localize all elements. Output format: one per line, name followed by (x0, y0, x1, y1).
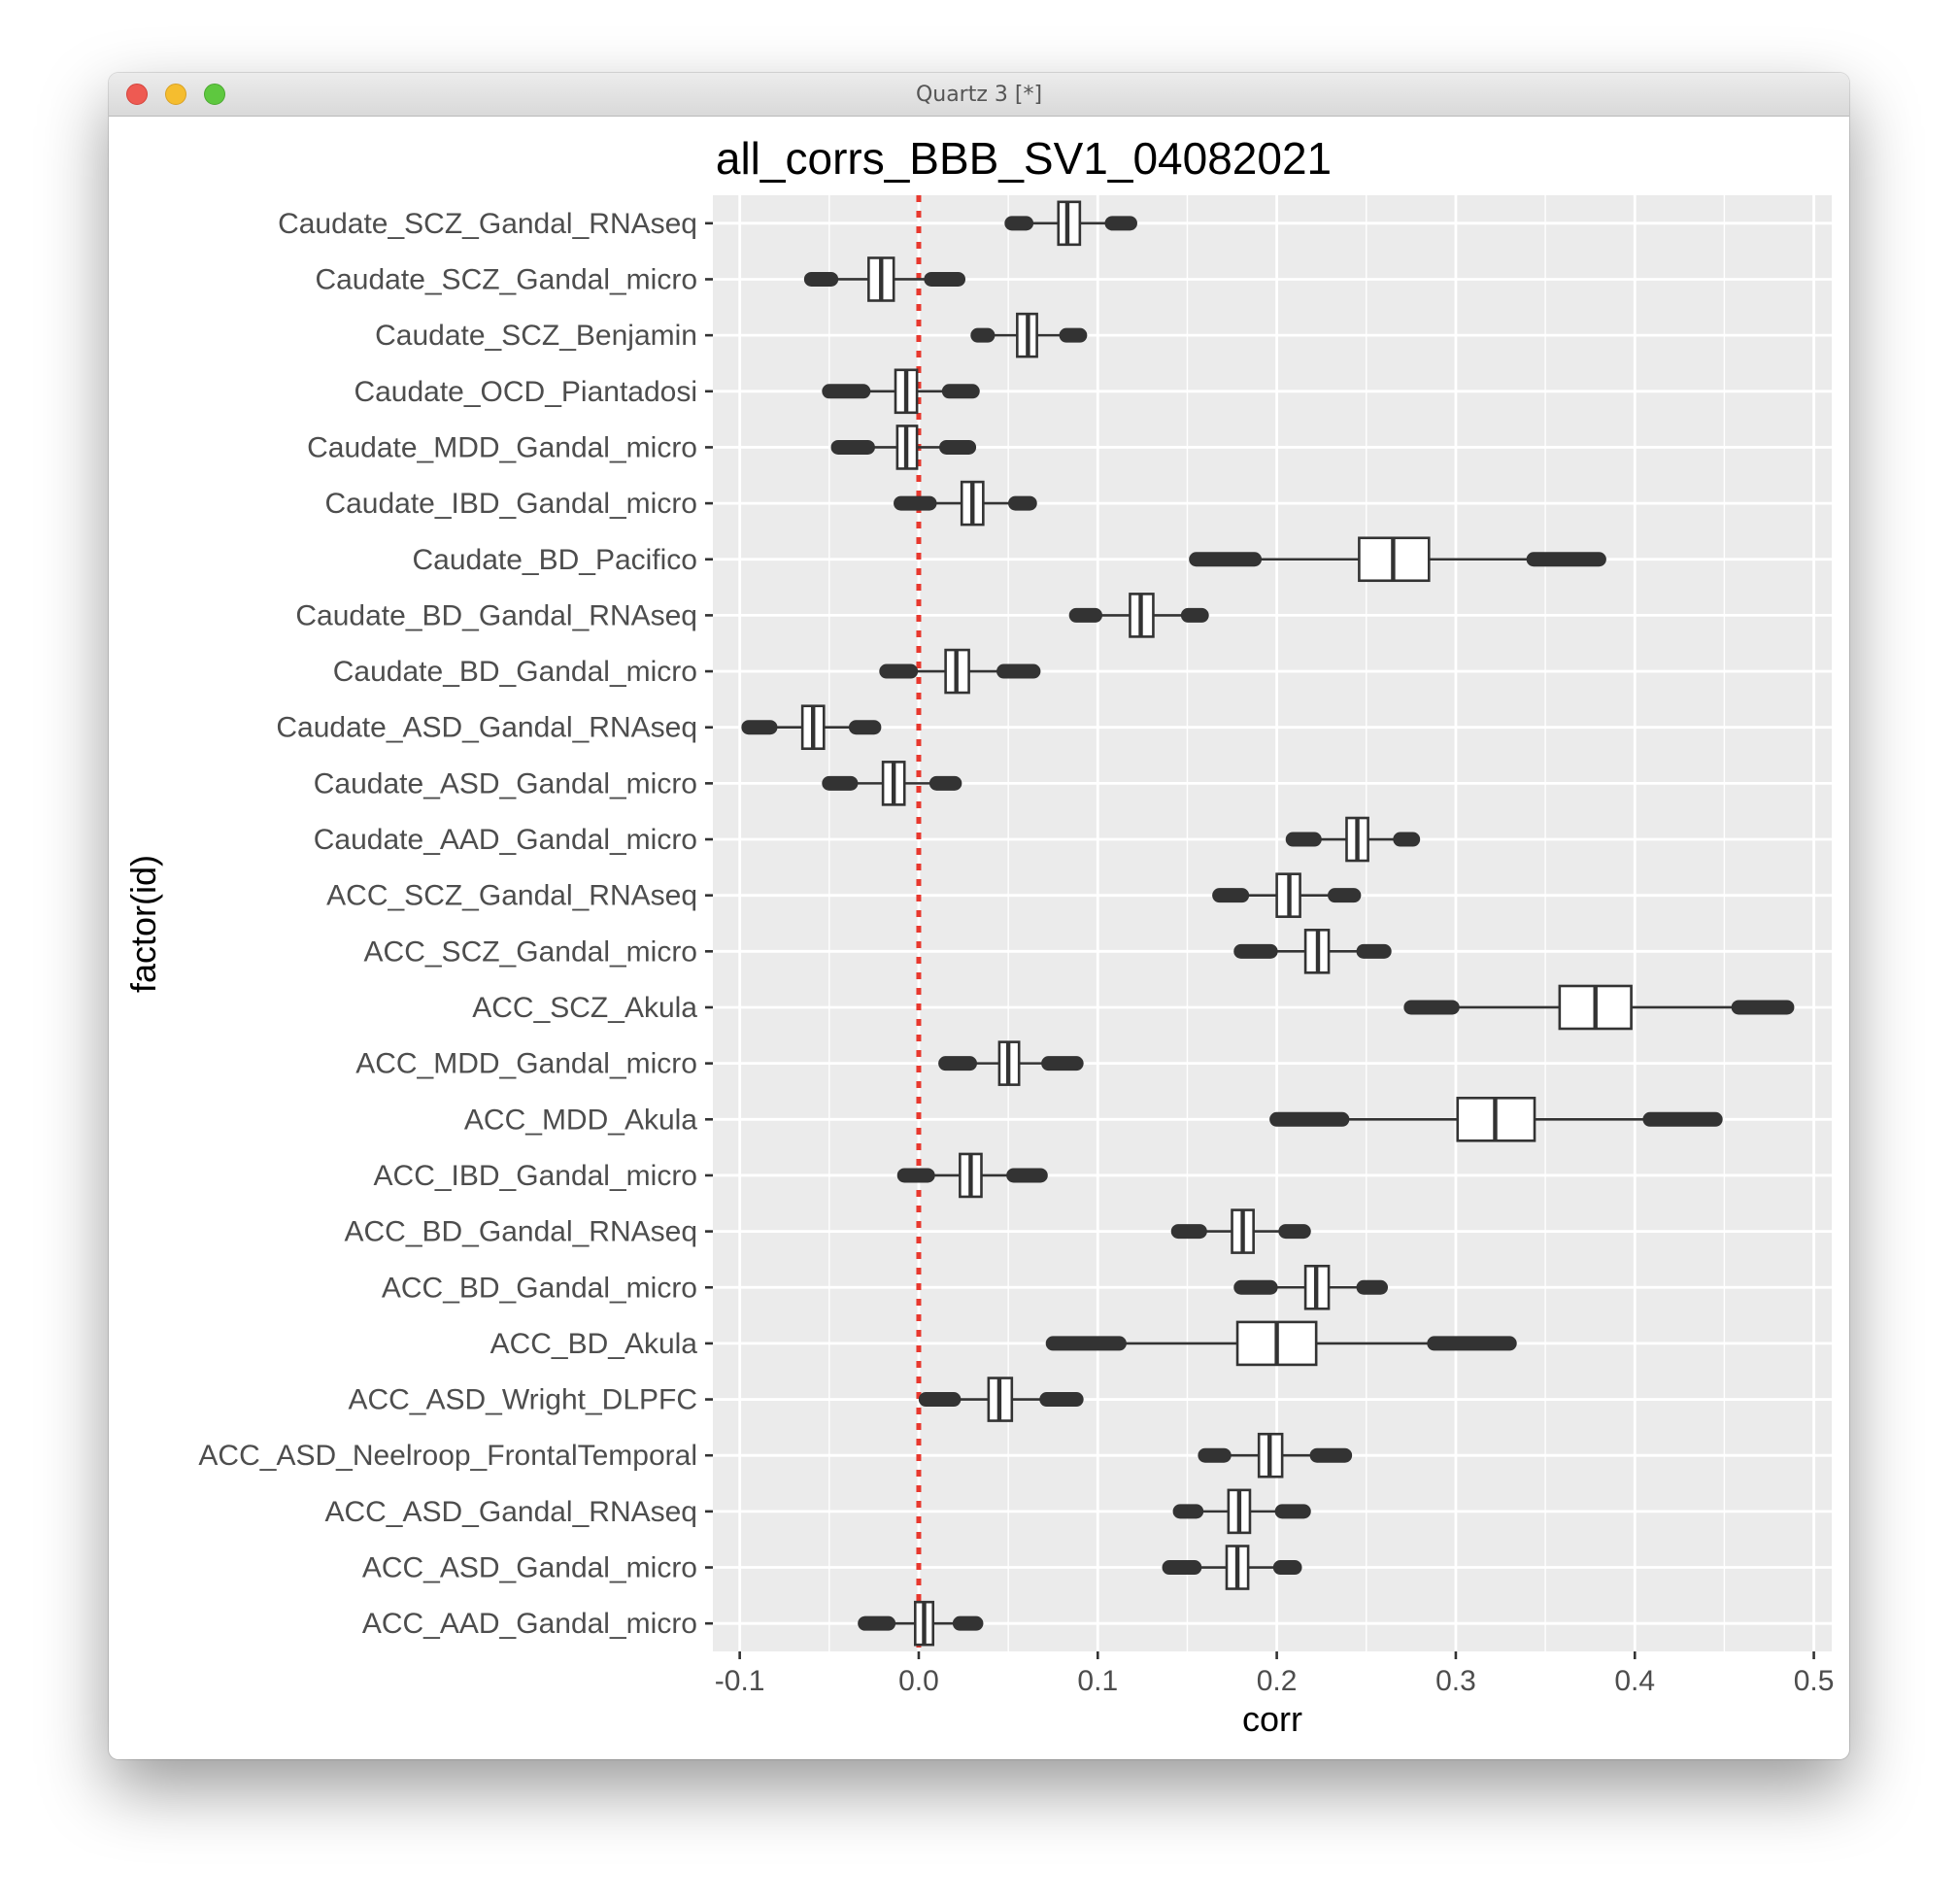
box-ACC_MDD_Gandal_micro (938, 1040, 1084, 1086)
y-tick-label: ACC_BD_Gandal_micro (382, 1272, 697, 1304)
boxes-group (741, 200, 1795, 1647)
x-tick-label: -0.1 (715, 1665, 765, 1697)
y-tick-label: Caudate_BD_Pacifico (412, 544, 697, 576)
box-ACC_IBD_Gandal_micro (896, 1152, 1048, 1199)
y-axis-title: factor(id) (123, 855, 163, 993)
y-tick-label: Caudate_SCZ_Benjamin (375, 320, 697, 352)
box-Caudate_AAD_Gandal_micro (1285, 816, 1421, 863)
window-title: Quartz 3 [*] (915, 83, 1043, 107)
box-ACC_ASD_Gandal_micro (1162, 1545, 1302, 1590)
box-ACC_SCZ_Akula (1403, 984, 1795, 1031)
box-ACC_BD_Gandal_micro (1233, 1264, 1389, 1310)
y-tick-label: Caudate_OCD_Piantadosi (354, 376, 697, 408)
box-Caudate_SCZ_Benjamin (970, 312, 1088, 358)
y-tick-label: ACC_BD_Akula (490, 1328, 698, 1360)
y-tick-label: ACC_IBD_Gandal_micro (374, 1160, 697, 1192)
box-Caudate_ASD_Gandal_RNAseq (741, 704, 882, 751)
x-axis: -0.1 0.0 0.1 0.2 0.3 0.4 0.5 (715, 1651, 1835, 1697)
box-Caudate_BD_Pacifico (1189, 536, 1606, 583)
box-Caudate_IBD_Gandal_micro (894, 480, 1037, 527)
y-tick-label: ACC_MDD_Gandal_micro (355, 1048, 697, 1080)
minimize-button[interactable] (165, 84, 186, 105)
y-tick-label: Caudate_IBD_Gandal_micro (324, 488, 697, 520)
box-Caudate_SCZ_Gandal_micro (803, 256, 966, 302)
y-tick-label: ACC_BD_Gandal_RNAseq (344, 1216, 697, 1248)
y-tick-label: ACC_SCZ_Gandal_micro (364, 935, 697, 968)
box-ACC_SCZ_Gandal_RNAseq (1212, 872, 1362, 918)
box-Caudate_MDD_Gandal_micro (830, 425, 977, 470)
window-titlebar: Quartz 3 [*] (109, 73, 1849, 117)
x-tick-label: 0.4 (1614, 1665, 1655, 1697)
box-ACC_ASD_Wright_DLPFC (918, 1377, 1084, 1422)
box-Caudate_BD_Gandal_micro (879, 648, 1041, 695)
y-tick-label: Caudate_AAD_Gandal_micro (314, 824, 697, 856)
y-tick-label: ACC_SCZ_Akula (472, 992, 697, 1024)
y-tick-label: Caudate_ASD_Gandal_micro (314, 767, 697, 799)
y-tick-label: Caudate_BD_Gandal_RNAseq (295, 599, 697, 631)
box-ACC_SCZ_Gandal_micro (1233, 929, 1392, 974)
box-ACC_BD_Akula (1045, 1320, 1517, 1367)
y-tick-label: ACC_AAD_Gandal_micro (362, 1608, 697, 1640)
x-tick-label: 0.3 (1435, 1665, 1476, 1697)
y-tick-label: Caudate_MDD_Gandal_micro (307, 431, 697, 463)
y-axis: Caudate_SCZ_Gandal_RNAseq Caudate_SCZ_Gan… (198, 208, 713, 1640)
x-tick-label: 0.5 (1794, 1665, 1835, 1697)
box-ACC_ASD_Neelroop_FrontalTemporal (1198, 1432, 1353, 1479)
y-tick-label: ACC_ASD_Gandal_RNAseq (324, 1496, 697, 1528)
y-tick-label: ACC_ASD_Neelroop_FrontalTemporal (198, 1440, 697, 1472)
y-tick-label: ACC_SCZ_Gandal_RNAseq (326, 880, 697, 912)
boxplot-chart: all_corrs_BBB_SV1_04082021 Caudate_SCZ_G… (123, 133, 1835, 1739)
box-ACC_BD_Gandal_RNAseq (1170, 1208, 1311, 1254)
y-tick-label: Caudate_ASD_Gandal_RNAseq (276, 712, 697, 744)
zoom-button[interactable] (204, 84, 225, 105)
chart-title: all_corrs_BBB_SV1_04082021 (716, 133, 1332, 184)
close-button[interactable] (126, 84, 148, 105)
box-ACC_AAD_Gandal_micro (858, 1600, 984, 1647)
y-tick-label: ACC_ASD_Wright_DLPFC (348, 1384, 697, 1416)
y-tick-label: ACC_ASD_Gandal_micro (362, 1552, 697, 1584)
plot-window: Quartz 3 [*] all_corrs_BBB_SV1_04082021 … (109, 73, 1849, 1759)
y-tick-label: Caudate_SCZ_Gandal_micro (315, 263, 697, 295)
y-tick-label: Caudate_BD_Gandal_micro (333, 656, 697, 688)
box-Caudate_ASD_Gandal_micro (822, 761, 962, 806)
y-tick-label: ACC_MDD_Akula (464, 1104, 697, 1136)
x-tick-label: 0.1 (1077, 1665, 1118, 1697)
box-ACC_MDD_Akula (1269, 1096, 1723, 1142)
box-Caudate_SCZ_Gandal_RNAseq (1004, 200, 1137, 247)
y-tick-label: Caudate_SCZ_Gandal_RNAseq (278, 208, 697, 240)
x-tick-label: 0.0 (898, 1665, 939, 1697)
x-tick-label: 0.2 (1257, 1665, 1298, 1697)
box-ACC_ASD_Gandal_RNAseq (1172, 1488, 1311, 1535)
box-Caudate_OCD_Piantadosi (822, 368, 980, 415)
box-Caudate_BD_Gandal_RNAseq (1068, 593, 1209, 638)
x-axis-title: corr (1242, 1699, 1302, 1739)
